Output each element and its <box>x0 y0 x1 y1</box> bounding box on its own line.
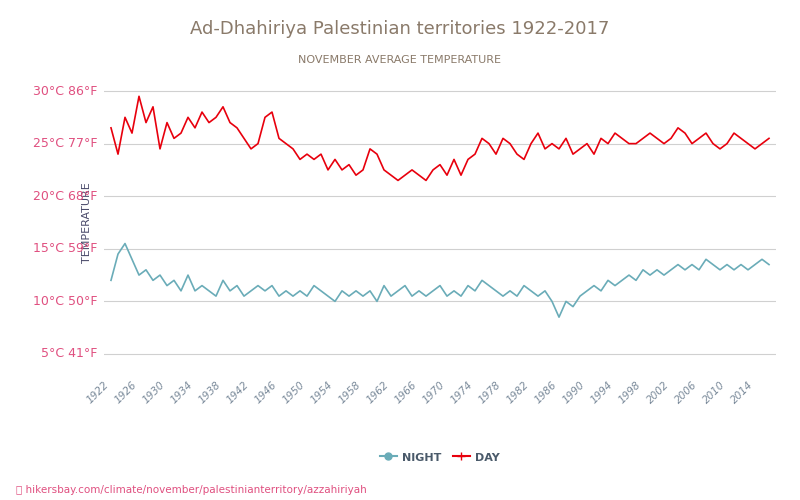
Text: 15°C 59°F: 15°C 59°F <box>33 242 98 256</box>
Text: 30°C 86°F: 30°C 86°F <box>33 84 98 98</box>
Legend: NIGHT, DAY: NIGHT, DAY <box>376 448 504 467</box>
Text: 10°C 50°F: 10°C 50°F <box>33 295 98 308</box>
Text: Ad-Dhahiriya Palestinian territories 1922-2017: Ad-Dhahiriya Palestinian territories 192… <box>190 20 610 38</box>
Y-axis label: TEMPERATURE: TEMPERATURE <box>82 182 92 263</box>
Text: 📍 hikersbay.com/climate/november/palestinianterritory/azzahiriyah: 📍 hikersbay.com/climate/november/palesti… <box>16 485 366 495</box>
Text: NOVEMBER AVERAGE TEMPERATURE: NOVEMBER AVERAGE TEMPERATURE <box>298 55 502 65</box>
Text: 20°C 68°F: 20°C 68°F <box>33 190 98 202</box>
Text: 5°C 41°F: 5°C 41°F <box>41 348 98 360</box>
Text: 25°C 77°F: 25°C 77°F <box>33 137 98 150</box>
